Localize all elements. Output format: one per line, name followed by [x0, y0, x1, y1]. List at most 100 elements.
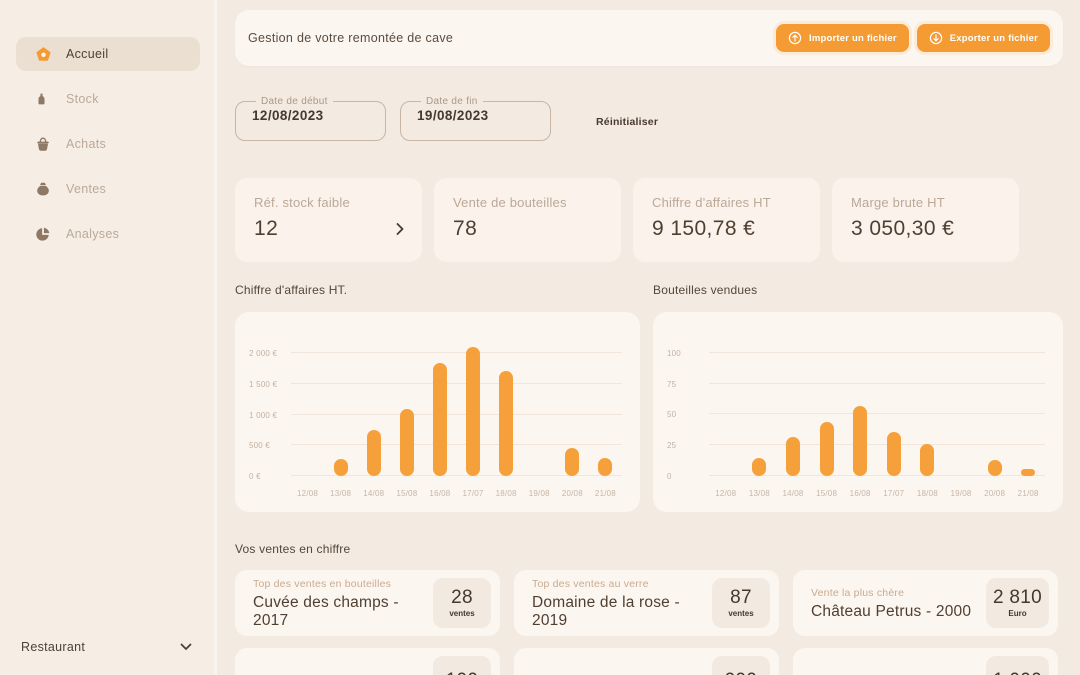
restaurant-selector[interactable]: Restaurant — [16, 634, 200, 660]
sales-row-2: Catégories la plus vendue 100 Région la pl… — [235, 648, 1058, 675]
bar-16/08 — [432, 362, 447, 476]
kpi-label: Réf. stock faible — [254, 195, 350, 210]
x-axis-tick-label: 18/08 — [916, 489, 938, 498]
x-axis-tick-label: 12/08 — [297, 489, 319, 498]
kpi-card-1: Vente de bouteilles 78 — [434, 178, 621, 262]
sidebar-item-label: Ventes — [66, 182, 107, 196]
chart-plot-area — [709, 338, 1045, 476]
sidebar-nav: Accueil Stock Achats Ventes Analyses — [0, 0, 214, 251]
kpi-card-3: Marge brute HT 3 050,30 € — [832, 178, 1019, 262]
sales-card-value: 2 810 — [992, 587, 1042, 608]
export-file-label: Exporter un fichier — [949, 32, 1038, 44]
gridline — [709, 475, 1045, 476]
sales-card-unit: Euro — [1008, 609, 1027, 618]
x-axis-tick-label: 17/07 — [883, 489, 905, 498]
sidebar-item-accueil[interactable]: Accueil — [16, 37, 200, 71]
sales-card-unit: ventes — [728, 609, 754, 618]
y-axis-tick-label: 1 500 € — [249, 380, 278, 389]
bar-15/08 — [819, 421, 834, 476]
bar-13/08 — [333, 459, 348, 476]
chevron-right-icon[interactable] — [396, 223, 404, 235]
sales-card-name: Domaine de la rose - 2019 — [532, 593, 680, 629]
basket-icon — [35, 136, 52, 153]
x-axis-tick-label: 20/08 — [561, 489, 583, 498]
bar-14/08 — [366, 430, 381, 476]
sales-card-value: 999 — [725, 670, 758, 675]
sales-card-5: Pays le plus vendu 1 000 — [793, 648, 1058, 675]
sidebar-item-stock[interactable]: Stock — [16, 82, 200, 116]
import-file-button[interactable]: Importer un fichier — [776, 24, 909, 52]
sidebar: Accueil Stock Achats Ventes Analyses Restaur… — [0, 0, 217, 675]
bar-16/08 — [853, 405, 868, 476]
bar-13/08 — [752, 457, 767, 476]
main-content: Gestion de votre remontée de cave Import… — [235, 0, 1063, 675]
sales-card-badge: 28 ventes — [433, 578, 491, 628]
kpi-value: 12 — [254, 217, 279, 240]
bar-14/08 — [786, 436, 800, 476]
bar-20/08 — [565, 447, 580, 476]
x-axis-tick-label: 19/08 — [950, 489, 972, 498]
sidebar-item-ventes[interactable]: Ventes — [16, 172, 200, 206]
y-axis-tick-label: 0 € — [249, 472, 261, 481]
kpi-label: Marge brute HT — [851, 195, 945, 210]
import-file-label: Importer un fichier — [809, 32, 897, 44]
bar-18/08 — [920, 443, 935, 476]
kpi-label: Vente de bouteilles — [453, 195, 567, 210]
kpi-value: 9 150,78 € — [652, 217, 756, 240]
reset-dates-button[interactable]: Réinitialiser — [596, 115, 659, 128]
pie-chart-icon — [35, 226, 52, 243]
bar-18/08 — [499, 370, 514, 476]
bar-21/08 — [1021, 468, 1036, 476]
x-axis-tick-label: 21/08 — [1017, 489, 1039, 498]
x-axis-tick-label: 19/08 — [528, 489, 550, 498]
charts-row: Chiffre d'affaires HT. 0 € 500 € 1 000 € 1 5… — [235, 283, 1063, 512]
kpi-value: 78 — [453, 217, 478, 240]
gridline — [709, 444, 1045, 446]
bar-20/08 — [987, 459, 1002, 476]
sales-card-2: Vente la plus chère Château Petrus - 2000… — [793, 570, 1058, 636]
chart-title: Chiffre d'affaires HT. — [235, 283, 348, 297]
sidebar-item-analyses[interactable]: Analyses — [16, 217, 200, 251]
x-axis-tick-label: 17/07 — [462, 489, 484, 498]
sales-card-badge: 2 810 Euro — [985, 578, 1049, 628]
bar-17/07 — [886, 431, 901, 476]
circle-arrow-up-icon — [788, 31, 802, 45]
sales-card-label: Vente la plus chère — [811, 586, 905, 599]
chart-title: Bouteilles vendues — [653, 283, 758, 297]
export-file-button[interactable]: Exporter un fichier — [916, 24, 1050, 52]
y-axis-tick-label: 0 — [667, 472, 672, 481]
x-axis-tick-label: 15/08 — [396, 489, 418, 498]
y-axis-tick-label: 2 000 € — [249, 349, 278, 359]
money-bag-icon — [35, 181, 52, 198]
y-axis-tick-label: 100 — [667, 348, 681, 358]
sales-card-label: Top des ventes au verre — [532, 577, 649, 590]
kpi-row: Réf. stock faible 12 Vente de bouteilles 78… — [235, 178, 1019, 262]
x-axis-tick-label: 13/08 — [330, 489, 352, 498]
sales-card-value: 87 — [730, 587, 752, 608]
sales-card-badge: 87 ventes — [712, 578, 770, 628]
bar-21/08 — [598, 457, 613, 476]
x-axis-tick-label: 12/08 — [715, 489, 737, 498]
end-date-field[interactable]: Date de fin 19/08/2023 — [400, 96, 551, 141]
x-axis-tick-label: 20/08 — [984, 489, 1006, 498]
y-axis-tick-label: 75 — [667, 379, 677, 389]
gridline — [709, 382, 1045, 384]
y-axis-tick-label: 50 — [667, 410, 677, 420]
sales-card-value: 28 — [451, 587, 473, 608]
sidebar-item-achats[interactable]: Achats — [16, 127, 200, 161]
gridline — [709, 351, 1045, 353]
gridline — [291, 475, 622, 476]
home-icon — [35, 46, 52, 63]
bottle-icon — [35, 91, 52, 108]
sales-card-1: Top des ventes au verre Domaine de la ros… — [514, 570, 779, 636]
gridline — [291, 352, 622, 354]
kpi-card-0[interactable]: Réf. stock faible 12 — [235, 178, 422, 262]
x-axis-tick-label: 13/08 — [748, 489, 770, 498]
chevron-down-icon — [180, 643, 192, 651]
x-axis-tick-label: 18/08 — [495, 489, 517, 498]
start-date-field[interactable]: Date de début 12/08/2023 — [235, 96, 386, 141]
x-axis-labels: 12/08 13/08 14/08 15/08 16/08 17/07 18/08 19/08… — [291, 489, 622, 501]
sales-card-4: Région la plus vendue 999 — [514, 648, 779, 675]
sidebar-item-label: Achats — [66, 137, 107, 151]
sales-card-label: Région la plus vendue — [532, 674, 712, 675]
